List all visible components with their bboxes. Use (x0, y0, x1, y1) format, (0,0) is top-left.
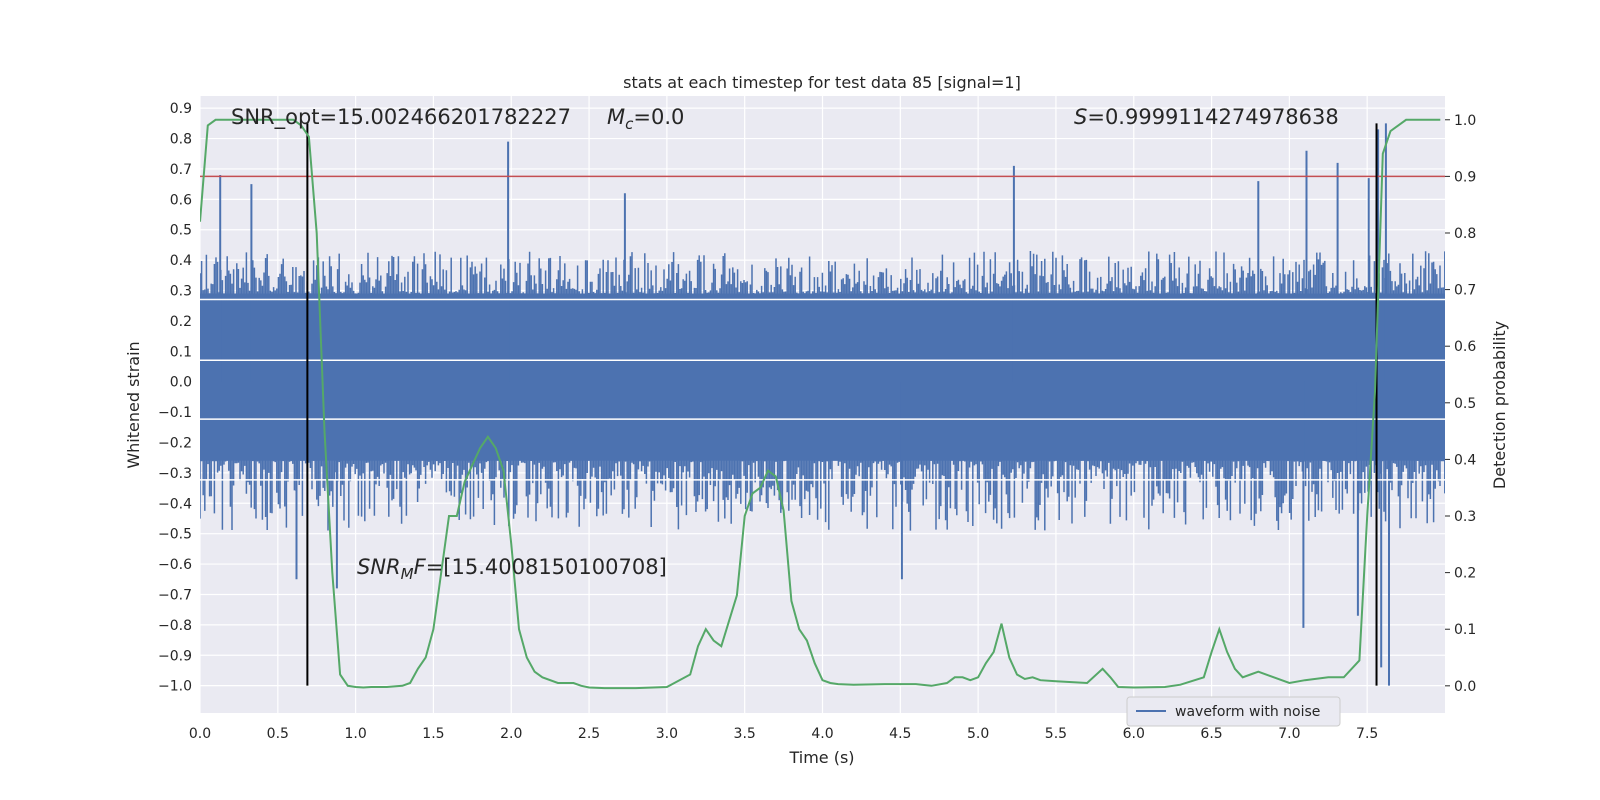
x-tick-label: 2.5 (578, 726, 600, 742)
y-right-tick-label: 0.3 (1454, 509, 1476, 525)
x-tick-labels: 0.0 0.5 1.0 1.5 2.0 2.5 3.0 3.5 4.0 4.5 5.0 5.5 6.0 6… (189, 726, 1378, 742)
annotation-score-symbol: S (1074, 105, 1087, 129)
y-tick-label: −0.7 (158, 587, 192, 603)
x-tick-label: 3.5 (734, 726, 756, 742)
annotation-chirp-mass-subscript: c (625, 115, 634, 133)
annotation-snr-mf-symbol: SNR (357, 555, 401, 579)
y-right-tick-label: 0.6 (1454, 339, 1476, 355)
y-right-tick-label: 0.8 (1454, 226, 1476, 242)
y-right-tick-label: 0.7 (1454, 283, 1476, 299)
annotation-snr-opt: SNR_opt=15.002466201782227 (231, 105, 571, 130)
x-tick-label: 1.0 (344, 726, 366, 742)
y-right-tick-labels: 1.0 0.9 0.8 0.7 0.6 0.5 0.4 0.3 0.2 0.1 0.0 (1445, 113, 1476, 695)
chart-title: stats at each timestep for test data 85 … (623, 73, 1021, 92)
y-right-tick-label: 0.0 (1454, 679, 1476, 695)
annotation-snr-mf: SNRMF=[15.4008150100708] (357, 555, 667, 583)
y-tick-label: 0.6 (170, 192, 192, 208)
x-tick-label: 4.5 (889, 726, 911, 742)
y-tick-label: −0.6 (158, 557, 192, 573)
legend-box (1126, 696, 1341, 727)
x-tick-label: 0.0 (189, 726, 211, 742)
annotation-score-value: =0.9999114274978638 (1087, 105, 1338, 129)
y-tick-label: 0.5 (170, 223, 192, 239)
y-right-axis-label: Detection probability (1490, 321, 1509, 489)
annotation-chirp-mass-value: =0.0 (633, 105, 684, 129)
annotation-score: S=0.9999114274978638 (1074, 105, 1339, 129)
x-tick-label: 0.5 (267, 726, 289, 742)
annotation-chirp-mass: Mc=0.0 (607, 105, 684, 133)
y-tick-label: 0.1 (170, 344, 192, 360)
x-tick-label: 1.5 (422, 726, 444, 742)
x-tick-label: 2.0 (500, 726, 522, 742)
y-right-tick-label: 0.1 (1454, 622, 1476, 638)
y-tick-label: −0.3 (158, 466, 192, 482)
y-right-tick-label: 0.5 (1454, 396, 1476, 412)
y-tick-label: 0.4 (170, 253, 192, 269)
x-tick-label: 5.0 (967, 726, 989, 742)
x-tick-label: 6.5 (1200, 726, 1222, 742)
y-tick-label: 0.7 (170, 162, 192, 178)
y-tick-label: 0.3 (170, 284, 192, 300)
y-tick-label: −0.9 (158, 648, 192, 664)
y-axis-label: Whitened strain (124, 341, 143, 468)
annotation-snr-mf-symbol-2: F (414, 555, 427, 579)
annotation-snr-mf-subscript: M (401, 565, 414, 583)
x-tick-label: 7.0 (1278, 726, 1300, 742)
x-tick-label: 3.0 (656, 726, 678, 742)
vertical-markers (306, 123, 1378, 686)
y-right-tick-label: 0.4 (1454, 452, 1476, 468)
x-tick-label: 4.0 (811, 726, 833, 742)
y-tick-label: −0.8 (158, 618, 192, 634)
y-right-tick-label: 0.2 (1454, 566, 1476, 582)
y-right-tick-label: 0.9 (1454, 169, 1476, 185)
y-tick-label: −0.2 (158, 435, 192, 451)
y-tick-label: 0.8 (170, 132, 192, 148)
y-tick-label: −0.1 (158, 405, 192, 421)
annotation-snr-mf-value: =[15.4008150100708] (426, 555, 667, 579)
x-tick-label: 6.0 (1123, 726, 1145, 742)
legend: waveform with noise (1126, 696, 1341, 727)
annotation-chirp-mass-symbol: M (607, 105, 625, 129)
legend-label: waveform with noise (1175, 704, 1320, 720)
waveform-spikes (219, 123, 1390, 686)
x-axis-label: Time (s) (788, 748, 854, 767)
x-tick-label: 7.5 (1356, 726, 1378, 742)
y-right-tick-label: 1.0 (1454, 113, 1476, 129)
y-tick-label: 0.9 (170, 101, 192, 117)
y-tick-label: −1.0 (158, 679, 192, 695)
y-tick-label: −0.4 (158, 496, 192, 512)
probability-line (200, 118, 1441, 690)
y-tick-label: 0.0 (170, 375, 192, 391)
y-tick-labels: 0.9 0.8 0.7 0.6 0.5 0.4 0.3 0.2 0.1 0.0 −0.1 −0.2 −0… (158, 101, 192, 694)
y-tick-label: −0.5 (158, 527, 192, 543)
x-tick-label: 5.5 (1045, 726, 1067, 742)
y-tick-label: 0.2 (170, 314, 192, 330)
